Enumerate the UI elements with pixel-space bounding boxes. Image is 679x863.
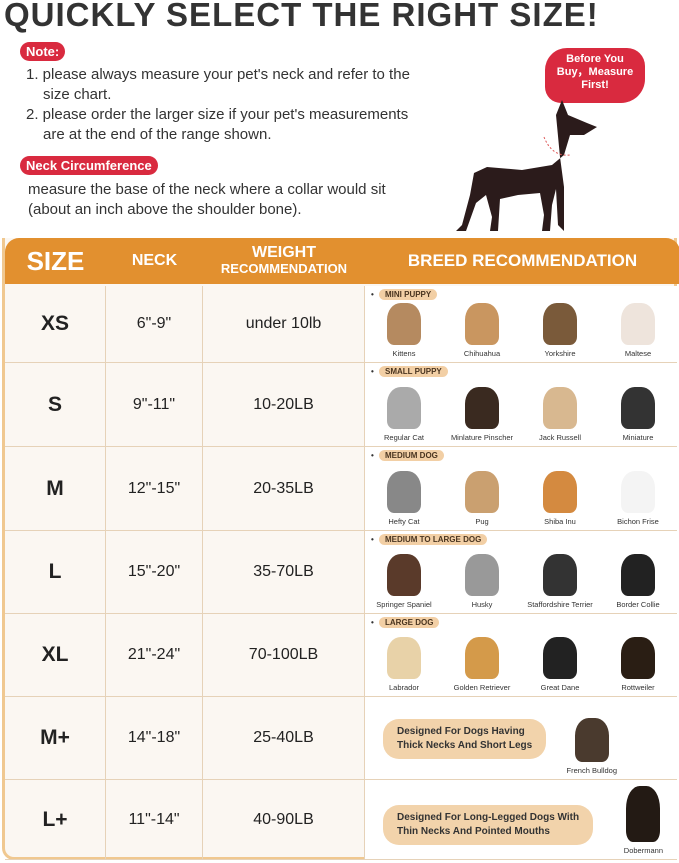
animal-photo-icon <box>387 387 421 429</box>
breed-category: MINI PUPPY <box>371 289 438 300</box>
size-value: XL <box>5 614 106 696</box>
header-neck: NECK <box>131 252 178 269</box>
breed-item: Chihuahua <box>443 300 521 362</box>
breed-item: Dobermann <box>624 786 663 859</box>
note-label: Note: <box>20 42 66 61</box>
table-row: L 15"-20" 35-70LB MEDIUM TO LARGE DOGSpr… <box>5 531 677 614</box>
size-value: XS <box>5 286 106 362</box>
table-row: M+ 14"-18" 25-40LB Designed For Dogs Hav… <box>5 697 677 780</box>
animal-photo-icon <box>621 554 655 596</box>
neck-circumference-label: Neck Circumference <box>20 156 158 175</box>
breed-item: Labrador <box>365 628 443 696</box>
neck-value: 11"-14" <box>106 780 203 859</box>
animal-photo-icon <box>621 303 655 345</box>
animal-photo-icon <box>465 637 499 679</box>
breed-category: MEDIUM TO LARGE DOG <box>371 534 488 545</box>
size-value: M+ <box>5 697 106 779</box>
animal-photo-icon <box>387 471 421 513</box>
animal-photo-icon <box>465 554 499 596</box>
size-value: L <box>5 531 106 613</box>
breed-item: Rottweiler <box>599 628 677 696</box>
animal-photo-icon <box>465 303 499 345</box>
page-title: QUICKLY SELECT THE RIGHT SIZE! <box>4 0 599 33</box>
size-chart-table: SIZE NECK WEIGHT RECOMMENDATION BREED RE… <box>2 238 679 860</box>
dobermann-silhouette-icon <box>456 100 597 231</box>
neck-value: 14"-18" <box>106 697 203 779</box>
weight-value: 25-40LB <box>203 697 365 779</box>
breed-item: Miniature <box>599 377 677 446</box>
breed-cell: Designed For Long-Legged Dogs With Thin N… <box>365 780 677 859</box>
weight-value: 35-70LB <box>203 531 365 613</box>
header-size: SIZE <box>26 245 85 276</box>
animal-photo-icon <box>543 554 577 596</box>
breed-category: SMALL PUPPY <box>371 366 448 377</box>
animal-photo-icon <box>621 387 655 429</box>
neck-value: 15"-20" <box>106 531 203 613</box>
neck-value: 21"-24" <box>106 614 203 696</box>
breed-item: Staffordshire Terrier <box>521 545 599 613</box>
breed-item: Regular Cat <box>365 377 443 446</box>
neck-value: 6"-9" <box>106 286 203 362</box>
weight-value: 40-90LB <box>203 780 365 859</box>
weight-value: 20-35LB <box>203 447 365 530</box>
table-header: SIZE NECK WEIGHT RECOMMENDATION BREED RE… <box>5 238 679 284</box>
breed-item: Springer Spaniel <box>365 545 443 613</box>
size-value: S <box>5 363 106 446</box>
breed-item: Kittens <box>365 300 443 362</box>
measure-first-bubble: Before You Buy，Measure First! <box>545 48 645 103</box>
animal-photo-icon <box>626 786 661 842</box>
breed-item: French Bulldog <box>567 703 617 779</box>
breed-item: Shiba Inu <box>521 461 599 530</box>
neck-value: 12"-15" <box>106 447 203 530</box>
weight-value: 10-20LB <box>203 363 365 446</box>
breed-cell: Designed For Dogs Having Thick Necks And … <box>365 697 677 779</box>
breed-item: Hefty Cat <box>365 461 443 530</box>
animal-photo-icon <box>465 387 499 429</box>
size-value: L+ <box>5 780 106 859</box>
animal-photo-icon <box>543 471 577 513</box>
size-value: M <box>5 447 106 530</box>
neck-instructions: measure the base of the neck where a col… <box>28 181 386 218</box>
animal-photo-icon <box>465 471 499 513</box>
breed-item: Yorkshire <box>521 300 599 362</box>
table-row: L+ 11"-14" 40-90LB Designed For Long-Leg… <box>5 780 677 860</box>
table-row: XS 6"-9" under 10lb MINI PUPPYKittensChi… <box>5 286 677 363</box>
design-note: Designed For Long-Legged Dogs With Thin N… <box>383 805 594 845</box>
breed-category: MEDIUM DOG <box>371 450 444 461</box>
breed-item: Great Dane <box>521 628 599 696</box>
header-weight: WEIGHT RECOMMENDATION <box>220 244 348 277</box>
animal-photo-icon <box>621 471 655 513</box>
neck-value: 9"-11" <box>106 363 203 446</box>
animal-photo-icon <box>621 637 655 679</box>
breed-category: LARGE DOG <box>371 617 440 628</box>
breed-item: Maltese <box>599 300 677 362</box>
animal-photo-icon <box>574 718 609 762</box>
notes: 1. please always measure your pet's neck… <box>26 66 410 143</box>
weight-value: 70-100LB <box>203 614 365 696</box>
breed-item: Jack Russell <box>521 377 599 446</box>
breed-item: Minlature Pinscher <box>443 377 521 446</box>
header-breed: BREED RECOMMENDATION <box>407 251 638 270</box>
animal-photo-icon <box>543 303 577 345</box>
weight-value: under 10lb <box>203 286 365 362</box>
animal-photo-icon <box>387 554 421 596</box>
design-note: Designed For Dogs Having Thick Necks And … <box>383 719 547 759</box>
breed-item: Bichon Frise <box>599 461 677 530</box>
breed-item: Border Collie <box>599 545 677 613</box>
breed-item: Pug <box>443 461 521 530</box>
breed-cell: MINI PUPPYKittensChihuahuaYorkshireMalte… <box>365 286 677 362</box>
animal-photo-icon <box>387 637 421 679</box>
table-row: XL 21"-24" 70-100LB LARGE DOGLabradorGol… <box>5 614 677 697</box>
animal-photo-icon <box>543 387 577 429</box>
breed-item: Golden Retriever <box>443 628 521 696</box>
animal-photo-icon <box>387 303 421 345</box>
breed-item: Husky <box>443 545 521 613</box>
animal-photo-icon <box>543 637 577 679</box>
